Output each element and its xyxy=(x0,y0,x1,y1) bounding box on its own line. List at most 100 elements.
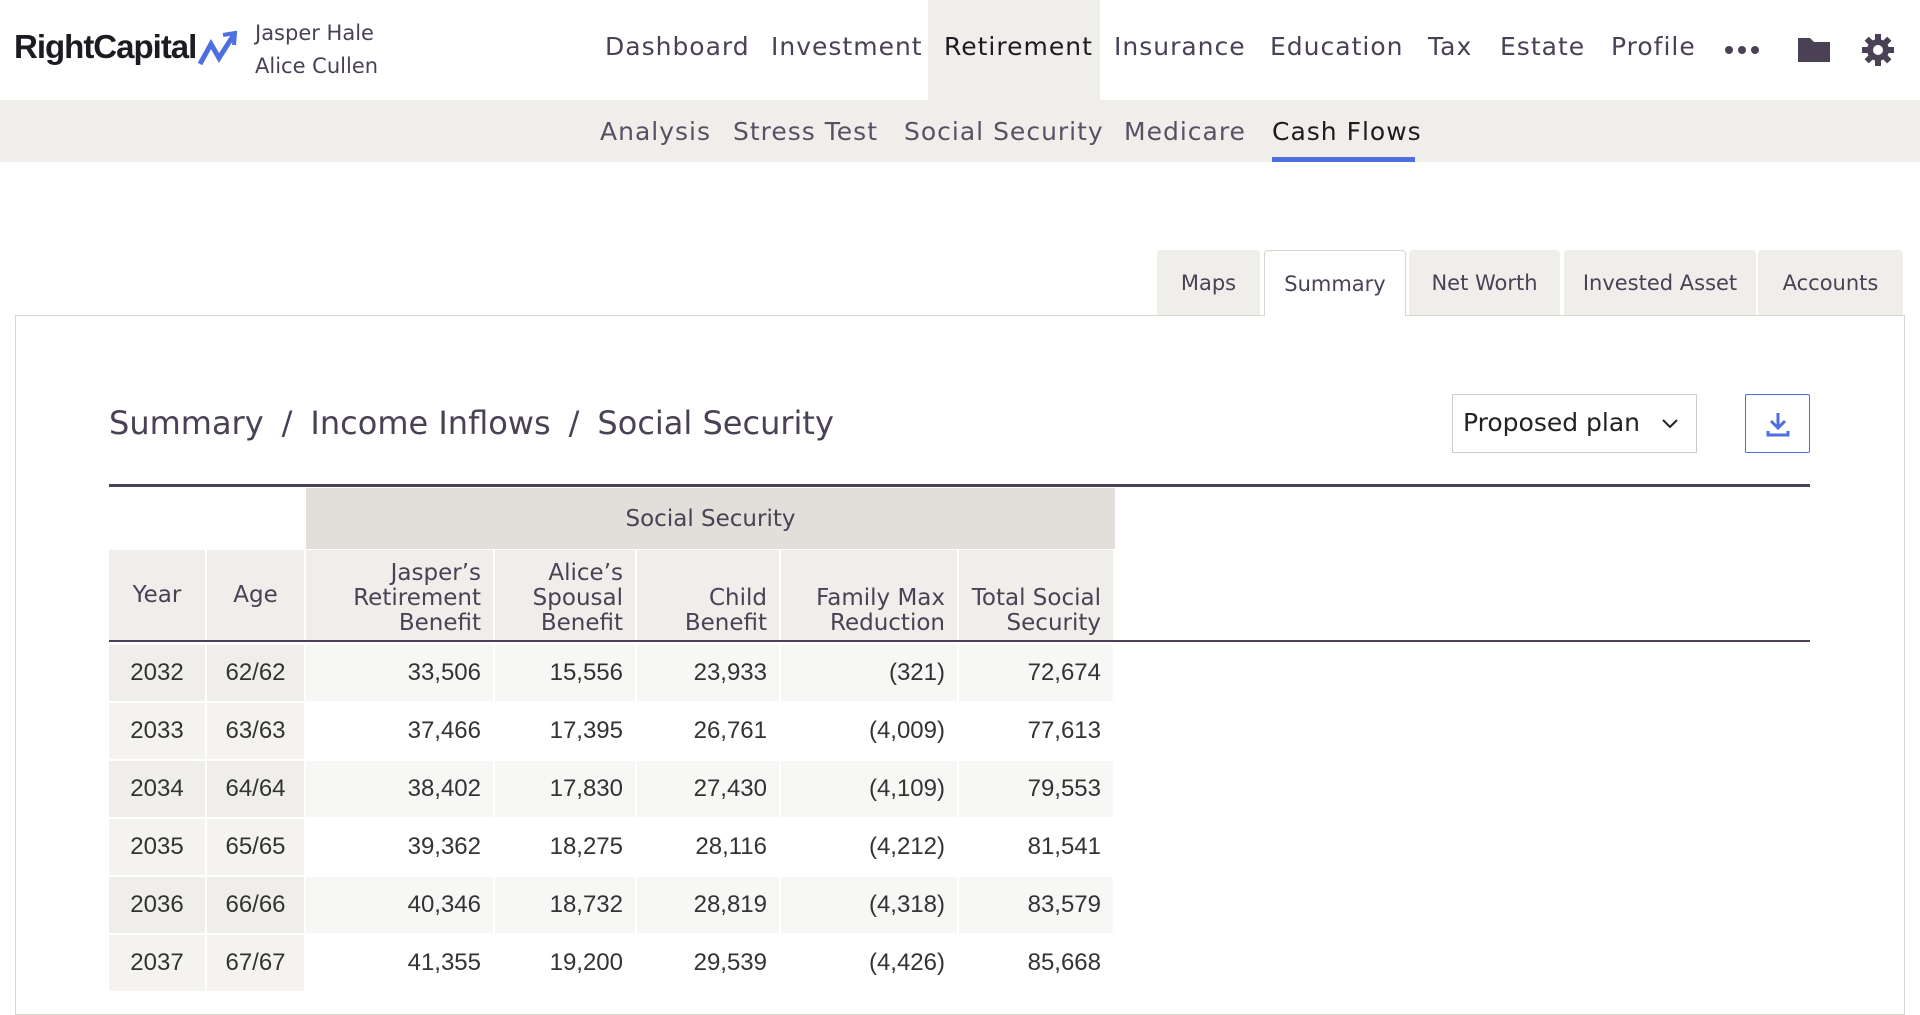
nav-item[interactable]: Profile xyxy=(1611,32,1696,61)
header-line: Retirement xyxy=(353,585,481,611)
nav-item[interactable]: Insurance xyxy=(1114,32,1246,61)
header-line: Alice’s xyxy=(548,560,623,586)
table-rule xyxy=(109,484,1810,487)
group-header: Social Security xyxy=(306,488,1115,549)
column-header: Total Social Security xyxy=(959,550,1113,640)
column-header: Family Max Reduction xyxy=(781,550,957,640)
subnav-bar xyxy=(0,100,1920,162)
logo-icon xyxy=(197,30,238,66)
header-line: Security xyxy=(1006,610,1101,636)
crumb[interactable]: Summary xyxy=(109,404,264,442)
nav-item[interactable]: Dashboard xyxy=(605,32,750,61)
table-cell: 40,346 xyxy=(306,877,493,933)
subnav-item[interactable]: Cash Flows xyxy=(1272,117,1422,146)
header-line: Child xyxy=(708,585,767,611)
table-cell: (4,109) xyxy=(781,761,957,817)
tab[interactable]: Net Worth xyxy=(1409,250,1560,315)
plan-select[interactable]: Proposed plan xyxy=(1452,394,1697,453)
logo[interactable]: RightCapital xyxy=(14,28,197,65)
table-cell: 81,541 xyxy=(959,819,1113,875)
table-cell: 38,402 xyxy=(306,761,493,817)
tab[interactable]: Accounts xyxy=(1758,250,1903,315)
table-cell: 66/66 xyxy=(207,877,304,933)
tab[interactable]: Maps xyxy=(1157,250,1260,315)
table-cell: 72,674 xyxy=(959,645,1113,701)
table-cell: 64/64 xyxy=(207,761,304,817)
table-cell: 37,466 xyxy=(306,703,493,759)
table-cell: 2037 xyxy=(109,935,205,991)
header-line: Total Social xyxy=(971,585,1101,611)
table-cell: (4,212) xyxy=(781,819,957,875)
table-cell: 28,116 xyxy=(637,819,779,875)
tab[interactable]: Invested Asset xyxy=(1564,250,1756,315)
nav-item[interactable]: Education xyxy=(1270,32,1404,61)
table-cell: 85,668 xyxy=(959,935,1113,991)
table-cell: 67/67 xyxy=(207,935,304,991)
table-cell: (4,009) xyxy=(781,703,957,759)
more-icon[interactable] xyxy=(1722,38,1762,62)
table-cell: 65/65 xyxy=(207,819,304,875)
header-line: Benefit xyxy=(398,610,481,636)
table-cell: 79,553 xyxy=(959,761,1113,817)
header-line: Benefit xyxy=(684,610,767,636)
table-cell: 33,506 xyxy=(306,645,493,701)
header-line: Reduction xyxy=(830,610,945,636)
table-cell: 28,819 xyxy=(637,877,779,933)
active-nav-bg xyxy=(928,0,1100,100)
active-underline xyxy=(1272,157,1415,162)
header-rule xyxy=(109,640,1810,642)
crumb: Social Security xyxy=(597,404,834,442)
column-header: Jasper’s Retirement Benefit xyxy=(306,550,493,640)
breadcrumb: Summary / Income Inflows / Social Security xyxy=(109,404,834,442)
subnav-item[interactable]: Analysis xyxy=(600,117,712,146)
table-cell: 2034 xyxy=(109,761,205,817)
header-line: Family Max xyxy=(816,585,945,611)
table-cell: (4,426) xyxy=(781,935,957,991)
table-cell: 2032 xyxy=(109,645,205,701)
table-cell: (321) xyxy=(781,645,957,701)
table-cell: 19,200 xyxy=(495,935,635,991)
table-cell: 17,830 xyxy=(495,761,635,817)
table-cell: 17,395 xyxy=(495,703,635,759)
tab[interactable]: Summary xyxy=(1264,250,1406,316)
table-cell: (4,318) xyxy=(781,877,957,933)
table-cell: 29,539 xyxy=(637,935,779,991)
column-header: Year xyxy=(109,550,205,640)
header-line: Age xyxy=(233,581,278,608)
subnav-item[interactable]: Medicare xyxy=(1124,117,1246,146)
table-cell: 18,275 xyxy=(495,819,635,875)
plan-select-value: Proposed plan xyxy=(1463,408,1641,437)
client-name: Jasper Hale xyxy=(255,21,374,45)
column-header: Age xyxy=(207,550,304,640)
table-cell: 27,430 xyxy=(637,761,779,817)
table-cell: 62/62 xyxy=(207,645,304,701)
table-cell: 2033 xyxy=(109,703,205,759)
column-header: Alice’s Spousal Benefit xyxy=(495,550,635,640)
column-header: Child Benefit xyxy=(637,550,779,640)
subnav-item[interactable]: Stress Test xyxy=(733,117,879,146)
header-line: Benefit xyxy=(540,610,623,636)
crumb[interactable]: Income Inflows xyxy=(310,404,551,442)
table-cell: 18,732 xyxy=(495,877,635,933)
table-cell: 83,579 xyxy=(959,877,1113,933)
table-cell: 23,933 xyxy=(637,645,779,701)
table-cell: 41,355 xyxy=(306,935,493,991)
header-line: Year xyxy=(132,581,182,608)
nav-item[interactable]: Retirement xyxy=(944,32,1093,61)
table-cell: 63/63 xyxy=(207,703,304,759)
nav-item[interactable]: Investment xyxy=(771,32,923,61)
download-button[interactable] xyxy=(1745,394,1810,453)
settings-icon[interactable] xyxy=(1861,33,1895,67)
table-cell: 2035 xyxy=(109,819,205,875)
table-cell: 2036 xyxy=(109,877,205,933)
nav-item[interactable]: Estate xyxy=(1500,32,1586,61)
subnav-item[interactable]: Social Security xyxy=(904,117,1104,146)
table-cell: 39,362 xyxy=(306,819,493,875)
header-line: Jasper’s xyxy=(390,560,481,586)
table-cell: 26,761 xyxy=(637,703,779,759)
folder-icon[interactable] xyxy=(1796,34,1832,64)
table-cell: 15,556 xyxy=(495,645,635,701)
header-line: Spousal xyxy=(532,585,623,611)
nav-item[interactable]: Tax xyxy=(1428,32,1473,61)
